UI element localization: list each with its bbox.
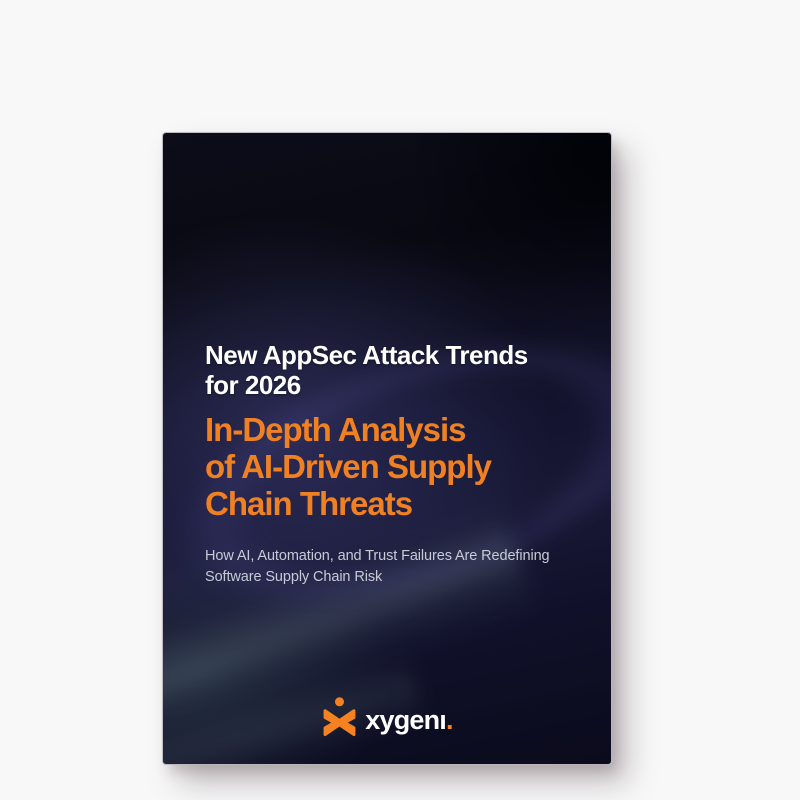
cover-text-block: New AppSec Attack Trends for 2026 In-Dep… xyxy=(205,340,585,588)
ebook-report-cover: New AppSec Attack Trends for 2026 In-Dep… xyxy=(163,133,611,764)
cover-heading-line2: of AI-Driven Supply xyxy=(205,448,492,485)
cover-title: New AppSec Attack Trends for 2026 xyxy=(205,340,585,400)
xygeni-mark-icon xyxy=(323,697,356,737)
xygeni-wordmark-text: xygenı xyxy=(365,705,447,735)
cover-heading-line3: Chain Threats xyxy=(205,485,413,522)
cover-subtitle-line2: Software Supply Chain Risk xyxy=(205,569,383,585)
cover-subtitle-line1: How AI, Automation, and Trust Failures A… xyxy=(205,548,550,564)
cover-title-line2: for 2026 xyxy=(205,370,301,400)
cover-heading: In-Depth Analysis of AI-Driven Supply Ch… xyxy=(205,411,585,522)
cover-heading-line1: In-Depth Analysis xyxy=(205,411,467,448)
cover-subtitle: How AI, Automation, and Trust Failures A… xyxy=(205,546,585,588)
xygeni-wordmark-period: . xyxy=(446,705,453,735)
xygeni-wordmark: xygenı. xyxy=(365,705,453,738)
xygeni-logo: xygenı. xyxy=(163,696,611,738)
cover-title-line1: New AppSec Attack Trends xyxy=(205,340,528,370)
